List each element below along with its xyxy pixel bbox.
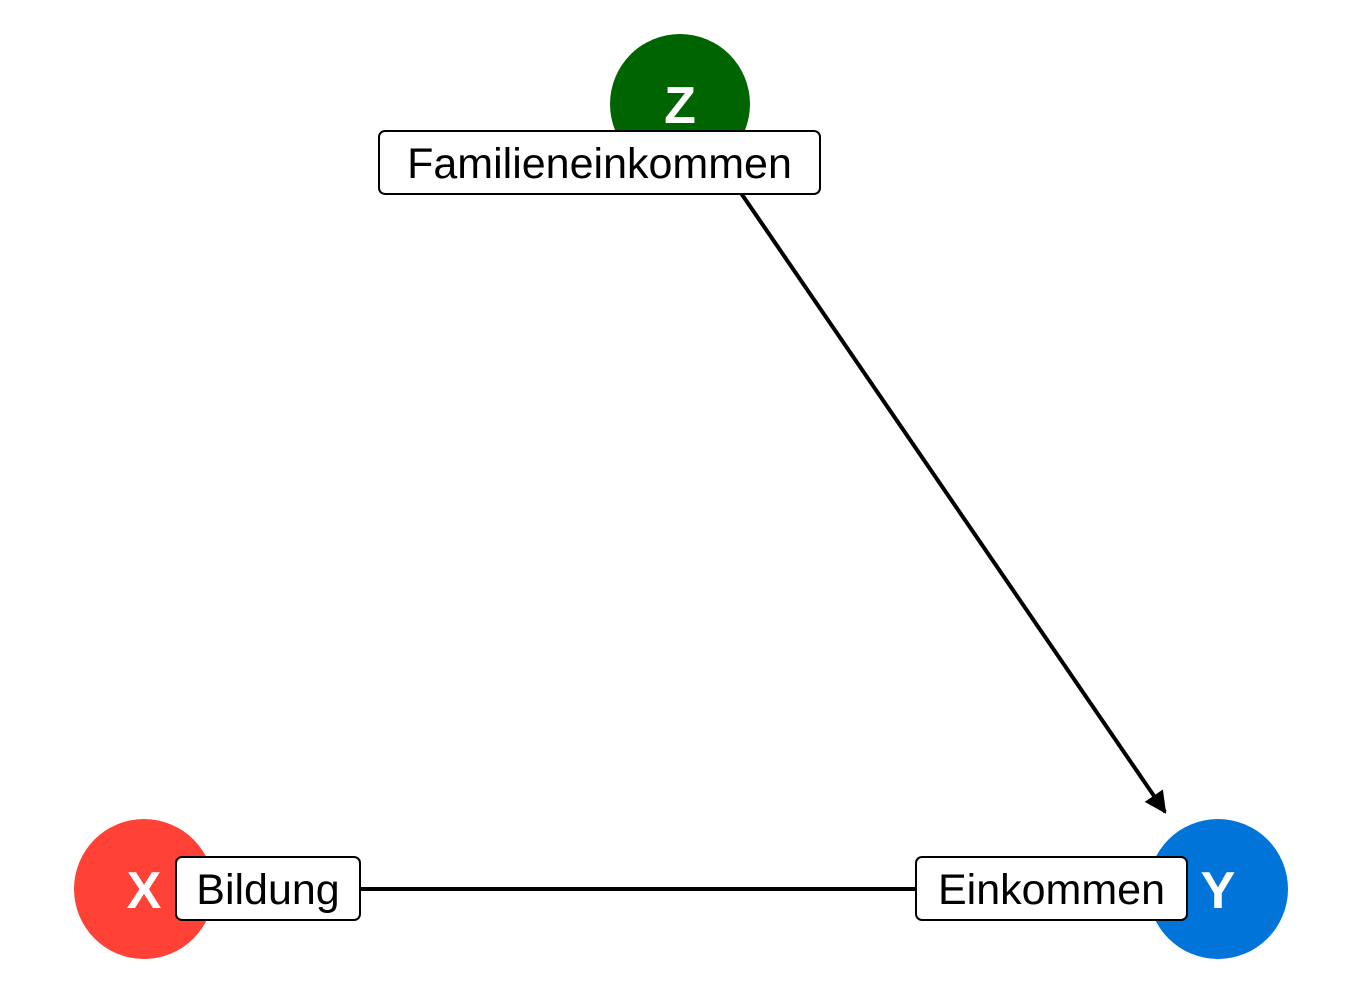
label-x-text: Bildung — [196, 866, 339, 914]
label-x-box — [175, 856, 361, 921]
node-x-letter: X — [127, 862, 162, 920]
label-y-box — [915, 856, 1188, 921]
edge-z-to-y — [678, 102, 1167, 814]
label-y: Einkommen — [915, 856, 1188, 921]
label-z: Familieneinkommen — [378, 130, 821, 195]
label-z-box — [378, 130, 821, 195]
node-y-circle — [1148, 819, 1288, 959]
node-x: X — [74, 819, 214, 959]
label-x: Bildung — [175, 856, 361, 921]
label-y-text: Einkommen — [938, 866, 1165, 914]
node-z-letter: Z — [664, 77, 696, 135]
label-z-text: Familieneinkommen — [407, 140, 792, 188]
node-x-circle — [74, 819, 214, 959]
node-y-letter: Y — [1201, 862, 1236, 920]
node-y: Y — [1148, 819, 1288, 959]
